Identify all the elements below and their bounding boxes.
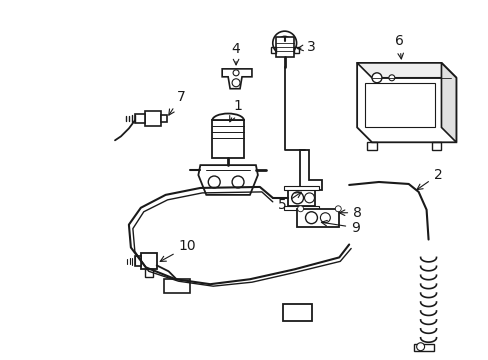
Bar <box>365 83 434 127</box>
Circle shape <box>272 31 296 55</box>
Circle shape <box>388 75 394 81</box>
Polygon shape <box>135 256 141 266</box>
Circle shape <box>277 36 291 50</box>
Polygon shape <box>356 63 455 142</box>
Circle shape <box>291 192 303 204</box>
Polygon shape <box>283 206 319 210</box>
Circle shape <box>320 213 330 223</box>
Circle shape <box>335 206 341 212</box>
Circle shape <box>281 40 287 46</box>
Circle shape <box>232 176 244 188</box>
Polygon shape <box>144 111 161 126</box>
Polygon shape <box>161 114 166 122</box>
Circle shape <box>233 70 239 76</box>
Text: 10: 10 <box>160 239 196 261</box>
Circle shape <box>304 193 314 203</box>
Polygon shape <box>222 69 251 89</box>
Circle shape <box>305 212 317 224</box>
Polygon shape <box>135 113 144 123</box>
Text: 7: 7 <box>168 90 185 115</box>
Circle shape <box>297 206 303 212</box>
Polygon shape <box>282 304 312 321</box>
Polygon shape <box>296 209 339 227</box>
Polygon shape <box>141 253 156 269</box>
Circle shape <box>416 343 424 351</box>
Polygon shape <box>287 190 315 206</box>
Polygon shape <box>212 121 244 158</box>
Polygon shape <box>356 63 455 78</box>
Circle shape <box>208 176 220 188</box>
Text: 3: 3 <box>297 40 315 54</box>
Circle shape <box>371 73 381 83</box>
Polygon shape <box>198 165 257 195</box>
Polygon shape <box>299 150 322 190</box>
Polygon shape <box>163 279 190 293</box>
Text: 9: 9 <box>321 220 359 235</box>
Text: 6: 6 <box>394 34 403 59</box>
Polygon shape <box>441 63 455 142</box>
Text: 4: 4 <box>231 42 240 65</box>
Text: 2: 2 <box>416 168 441 190</box>
Polygon shape <box>275 37 293 57</box>
Text: 1: 1 <box>229 99 242 122</box>
Text: 5: 5 <box>278 192 301 212</box>
Polygon shape <box>283 186 319 190</box>
Polygon shape <box>413 344 433 351</box>
Circle shape <box>232 79 240 87</box>
Polygon shape <box>144 269 152 277</box>
Text: 8: 8 <box>339 206 361 220</box>
